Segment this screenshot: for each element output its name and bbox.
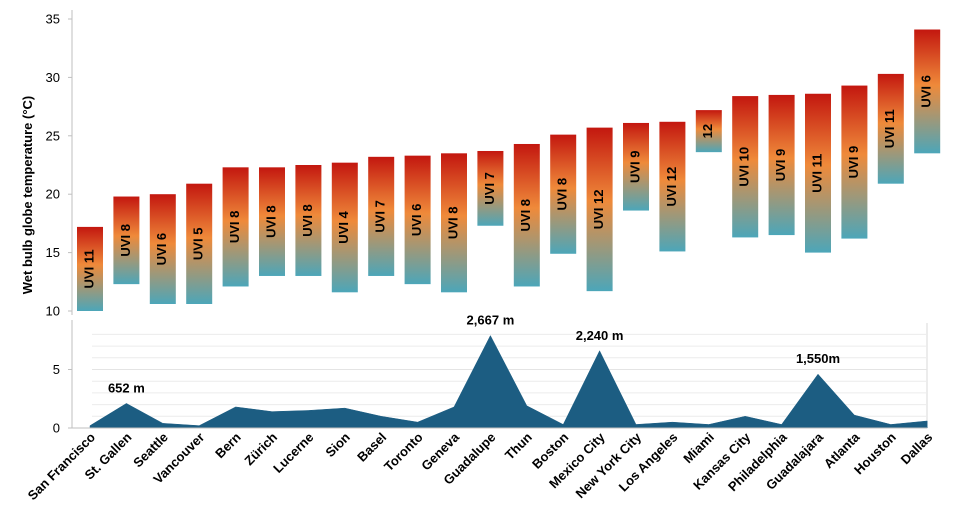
upper-y-tick-group: 10 15 20 25 30 35 [46,12,72,319]
temperature-bar [513,143,540,287]
upper-y-tick-label: 20 [46,187,60,202]
uvi-label: UVI 7 [482,172,497,205]
temperature-bar [768,94,795,236]
uvi-label: UVI 10 [737,147,752,187]
uvi-label: UVI 9 [627,150,642,183]
uvi-label: UVI 11 [81,249,96,288]
x-tick-label: Dallas [898,430,936,468]
y-axis-title: Wet bulb globe temperature (°C) [20,96,35,295]
temperature-bar [149,194,176,304]
uvi-label: UVI 6 [409,204,424,237]
x-tick-label: Sion [322,429,353,460]
temperature-bar [477,150,504,226]
x-tick-label: Lucerne [270,430,316,476]
lower-y-tick-group: 05 [53,362,72,436]
uvi-label: UVI 8 [118,224,133,257]
temperature-bar [404,155,431,285]
temperature-bar [841,85,868,239]
upper-y-tick-label: 15 [46,245,60,260]
lower-y-tick-label: 5 [53,362,60,377]
temperature-bar [113,196,140,285]
uvi-label: UVI 9 [773,149,788,182]
x-tick-label: Thun [502,429,535,462]
uvi-label: UVI 9 [846,146,861,179]
uvi-label: UVI 5 [191,228,206,261]
temperature-bar [550,134,577,254]
elevation-area-shape [89,335,928,429]
uvi-label: UVI 8 [518,199,533,232]
upper-y-tick-label: 10 [46,304,60,319]
temperature-range-bars: UVI 11 UVI 8 UVI 6 UVI 5 UVI 8 UVI 8 UVI 8 UVI … [77,29,941,311]
uvi-label: UVI 8 [555,178,570,211]
uvi-label: UVI 8 [300,204,315,237]
temperature-bar [368,156,395,276]
uvi-label: UVI 8 [445,207,460,240]
elevation-annotation: 652 m [108,380,145,395]
uvi-label: UVI 6 [154,233,169,266]
upper-y-tick-label: 25 [46,128,60,143]
temperature-bar [877,73,904,184]
uvi-label: UVI 12 [664,167,679,207]
temperature-bar [186,183,213,304]
temperature-bar [914,29,941,154]
x-tick-label: Bern [212,429,244,461]
temperature-bar [77,226,103,311]
temperature-bar [259,167,285,276]
uvi-label: UVI 8 [227,211,242,244]
upper-y-tick-label: 35 [46,12,60,27]
uvi-label: UVI 4 [336,210,351,243]
lower-y-tick-label: 0 [53,421,60,436]
uvi-label: UVI 11 [809,154,824,193]
temperature-bar [623,122,649,211]
temperature-bar [331,162,358,293]
temperature-bar [222,167,249,287]
uvi-label: UVI 7 [373,200,388,233]
uvi-label: UVI 6 [919,75,934,108]
temperature-bar [441,153,467,293]
uvi-label: 12 [700,124,715,138]
elevation-annotation: 2,240 m [576,328,624,343]
temperature-bar [732,96,759,238]
uvi-label: UVI 11 [882,109,897,148]
temperature-bar [586,127,613,292]
x-tick-label: Toronto [381,429,426,474]
temperature-bar [805,93,831,253]
elevation-area [89,335,928,429]
elevation-annotation: 1,550m [796,351,840,366]
elevation-annotations: 652 m 2,667 m 2,240 m 1,550m [108,313,840,396]
elevation-annotation: 2,667 m [467,313,515,328]
uvi-label: UVI 12 [591,190,606,230]
temperature-bar [695,110,722,153]
uvi-label: UVI 8 [263,205,278,238]
temperature-bar [295,165,322,276]
temperature-bar [659,121,686,252]
upper-y-tick-label: 30 [46,70,60,85]
